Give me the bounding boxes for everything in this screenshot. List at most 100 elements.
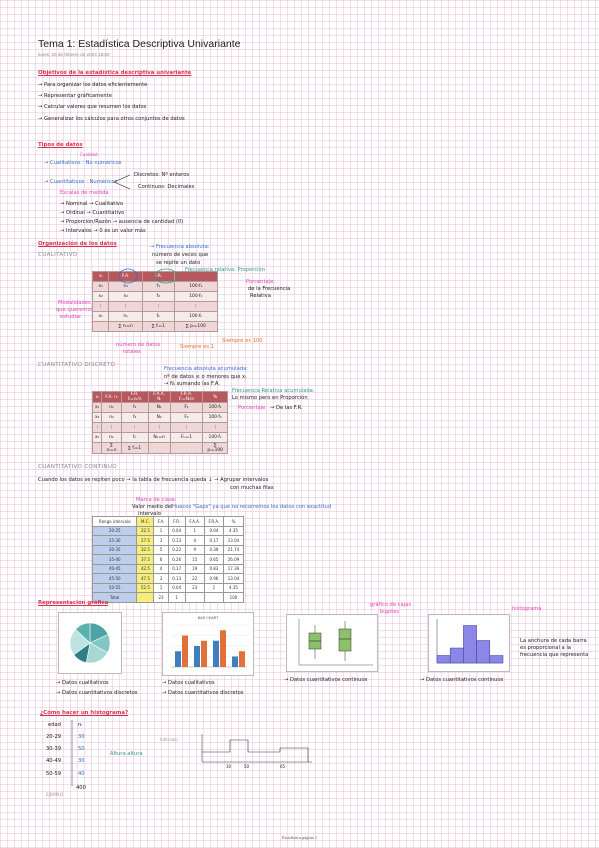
list-item: → Para organizar los datos eficientement…: [38, 82, 148, 88]
interval-label: Intervalo: [160, 737, 178, 742]
pct-desc: → De las F.R.: [270, 405, 303, 411]
escalas-note: Escalas de medida: [60, 190, 109, 196]
box-plot-note: gráfico de cajas: [370, 602, 412, 608]
table-cell: ∑ fᵢ=1: [120, 442, 149, 454]
cualitativo-subtitle: CUALITATIVO: [38, 252, 78, 258]
altura-note: Altura altura: [110, 751, 143, 757]
table-cell: f₂: [142, 291, 175, 302]
table-cell: 0.17: [167, 563, 186, 574]
table-cell: xₖ: [91, 311, 110, 322]
table-cell: 19: [184, 563, 205, 574]
fra-desc: Lo mismo pero en Proporción: [232, 395, 308, 401]
table-cell: ⋮: [91, 301, 110, 312]
table-cell: [91, 442, 103, 454]
hist-table-cell: edad: [48, 722, 61, 728]
table-cell: 21.74: [222, 544, 245, 555]
table-cell: 45-50: [91, 573, 138, 584]
bar: [201, 640, 207, 667]
bar-label: → Datos cualitativos: [162, 680, 215, 686]
mc-note: Valor medio del: [132, 504, 173, 510]
table-cell: 0.65: [203, 554, 224, 565]
hist-table-cell: 40-49: [46, 758, 62, 764]
table-cell: 0.26: [167, 554, 186, 565]
table-cell: Nₖ=n: [147, 432, 171, 443]
table-cell: 30-35: [91, 544, 138, 555]
table-cell: 17.39: [222, 563, 245, 574]
table-cell: 15: [184, 554, 205, 565]
table-cell: 26.09: [222, 554, 245, 565]
table-cell: 100·fₖ: [202, 432, 228, 443]
continuo-desc: con muchas filas: [230, 485, 274, 491]
list-item: → Nominal → Cualitativo: [60, 201, 123, 207]
table-cell: ∑ pᵢ=100: [173, 321, 219, 332]
histogram-chart: [436, 619, 504, 664]
table-cell: ⋮: [120, 422, 149, 433]
table-cell: x₂: [91, 412, 103, 423]
table-header: %: [202, 391, 228, 403]
hist-table-cell: 50-59: [46, 771, 62, 777]
table-cell: n₂: [108, 291, 144, 302]
faa-note: Frecuencia absoluta acumulada:: [164, 366, 248, 372]
table-cell: 100·f₂: [173, 291, 219, 302]
section-organizacion-title: Organización de los datos: [38, 241, 117, 247]
section-representacion-title: Representación gráfica: [38, 600, 109, 606]
section-objetivos-title: Objetivos de la estadística descriptiva …: [38, 70, 192, 76]
pct-note: Porcentaje:: [246, 279, 276, 285]
table-cell: 1: [184, 525, 205, 536]
table-cell: 27.5: [136, 535, 155, 546]
table-header: F.A.: [153, 516, 169, 527]
table-cell: [147, 442, 171, 454]
table-cell: 0.83: [203, 563, 224, 574]
histogram-label: → Datos cuantitativos continuos: [420, 677, 504, 683]
hist-sum: 400: [76, 785, 86, 791]
bar: [239, 651, 245, 667]
table-cell: [169, 442, 204, 454]
table-cell: 0.04: [167, 582, 186, 593]
branch-arrows: [113, 174, 131, 190]
table-header: xᵢ: [91, 271, 110, 282]
table-cell: 47.5: [136, 573, 155, 584]
table-cell: 6: [153, 554, 169, 565]
table-cell: 0.04: [167, 525, 186, 536]
table-cell: 25-30: [91, 535, 138, 546]
fa-desc: número de veces que: [152, 252, 209, 258]
table-cell: fₖ: [142, 311, 175, 322]
faa-desc: nº de datos ≤ o menores que xᵢ: [164, 374, 247, 380]
n-note: totales: [123, 349, 141, 355]
continuos-text: Continuos: Decimales: [138, 184, 195, 190]
table-cell: ⋮: [202, 422, 228, 433]
huecos-note: Huecos "Gaps" ya que no recorremos los d…: [172, 504, 332, 510]
table-cell: N₁: [147, 402, 171, 413]
table-cell: 0.17: [203, 535, 224, 546]
table-header: xᵢ: [91, 391, 103, 403]
table-cell: 3: [153, 535, 169, 546]
pct-note: Porcentaje: [238, 405, 266, 411]
table-cell: ⋮: [142, 301, 175, 312]
bar: [220, 630, 226, 667]
table-cell: 0.96: [203, 573, 224, 584]
hist-table-cell: 40: [78, 771, 85, 777]
table-cell: F₂: [169, 412, 204, 423]
axis-tick: 30: [226, 764, 232, 769]
table-cell: [136, 592, 155, 603]
sum1-note: Siempre es 1: [180, 344, 214, 350]
fr-note: Frecuencia relativa: Proporción: [185, 267, 265, 273]
continuo-subtitle: CUANTITATIVO CONTINUO: [38, 464, 117, 470]
table-header: F.A.A.: [184, 516, 205, 527]
table-cell: xₖ: [91, 432, 103, 443]
hist-table-cell: 20-29: [46, 734, 62, 740]
table-cell: 1: [167, 592, 186, 603]
histogram-bar: [489, 655, 504, 664]
table-cell: x₂: [91, 291, 110, 302]
table-cell: x₁: [91, 281, 110, 292]
table-cell: 9: [184, 544, 205, 555]
table-cell: 5: [153, 544, 169, 555]
table-header: Rango intervalo: [91, 516, 138, 527]
page-footer: Estadística página 1: [281, 835, 318, 840]
bar-chart-title: BAR CHART: [197, 616, 219, 620]
table-cell: f₂: [120, 412, 149, 423]
list-item: → Intervalos → 0 es un valor más: [60, 228, 146, 234]
table-cell: 23: [153, 592, 169, 603]
table-header: %: [222, 516, 245, 527]
table-cell: 50-55: [91, 582, 138, 593]
